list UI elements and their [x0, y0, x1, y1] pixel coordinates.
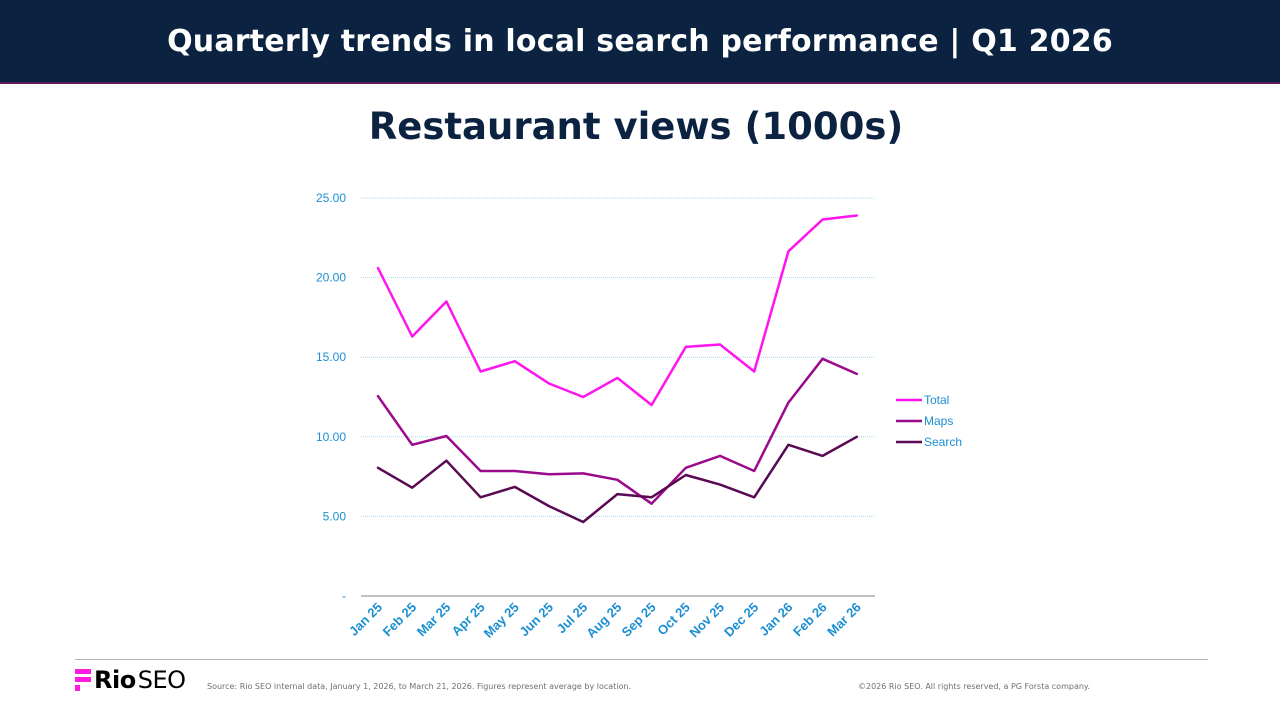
x-tick-label: Sep 25 [618, 600, 658, 640]
rio-seo-logo: Rio SEO [75, 666, 186, 694]
header-banner: Quarterly trends in local search perform… [0, 0, 1280, 84]
series-layer [376, 214, 859, 524]
x-tick-label: Oct 25 [654, 600, 693, 639]
series-line-maps [376, 357, 859, 505]
footer-divider [75, 659, 1208, 660]
legend-label-maps: Maps [924, 414, 953, 428]
y-tick-label: - [342, 589, 346, 603]
legend-label-total: Total [924, 393, 949, 407]
x-tick-label: Dec 25 [721, 600, 761, 640]
x-tick-label: Mar 26 [824, 600, 864, 640]
logo-mark-icon [75, 669, 91, 691]
copyright-note: ©2026 Rio SEO. All rights reserved, a PG… [858, 682, 1091, 691]
logo-text-seo: SEO [137, 666, 186, 694]
series-line-total [376, 214, 859, 407]
x-tick-label: Feb 25 [380, 600, 420, 640]
logo-text-rio: Rio [94, 666, 136, 694]
source-note: Source: Rio SEO internal data, January 1… [207, 682, 632, 691]
x-tick-label: Feb 26 [790, 600, 830, 640]
x-tick-label: May 25 [481, 600, 522, 641]
y-tick-label: 20.00 [316, 271, 346, 285]
legend-label-search: Search [924, 435, 962, 449]
x-tick-label: Nov 25 [686, 600, 727, 641]
y-tick-label: 5.00 [323, 509, 347, 523]
x-tick-label: Jan 26 [756, 600, 795, 639]
y-tick-label: 10.00 [316, 430, 346, 444]
y-tick-label: 15.00 [316, 350, 346, 364]
series-line-search [376, 435, 859, 524]
grid-layer [361, 197, 875, 517]
x-tick-label: Mar 25 [414, 600, 454, 640]
x-tick-label: Apr 25 [448, 600, 487, 639]
x-tick-label: Jan 25 [346, 600, 385, 639]
legend: Total Maps Search [896, 393, 962, 449]
x-tick-label: Jun 25 [516, 600, 556, 640]
chart-title: Restaurant views (1000s) [368, 105, 904, 148]
page-title: Quarterly trends in local search perform… [167, 23, 1113, 59]
y-tick-label: 25.00 [316, 191, 346, 205]
x-tick-label: Aug 25 [583, 600, 624, 641]
